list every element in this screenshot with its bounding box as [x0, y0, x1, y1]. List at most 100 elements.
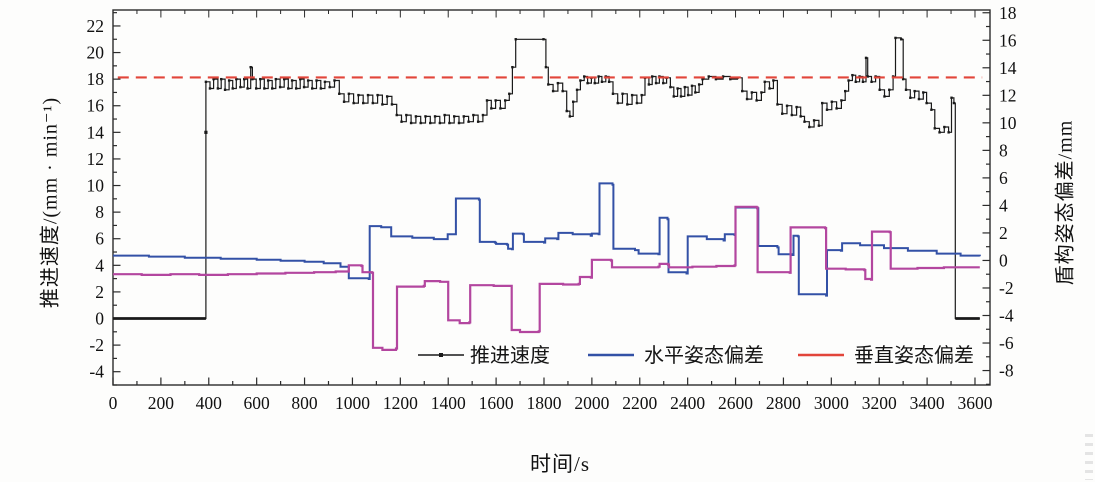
data-marker: [763, 80, 766, 84]
data-marker: [755, 99, 758, 102]
plot-frame: [112, 9, 991, 386]
data-marker: [583, 75, 586, 78]
series-line: [113, 182, 981, 297]
data-marker: [861, 80, 865, 84]
data-marker: [607, 80, 611, 84]
data-marker: [323, 80, 327, 84]
data-marker: [204, 130, 208, 134]
data-marker: [721, 75, 725, 78]
data-marker: [266, 79, 270, 82]
data-marker: [542, 38, 545, 41]
tick-label: 3600: [957, 393, 992, 413]
tick-label: 1000: [335, 393, 370, 413]
data-marker: [745, 97, 749, 101]
tick-label: 6: [95, 229, 104, 249]
data-marker: [551, 89, 555, 93]
legend-item-1: 推进速度: [418, 344, 550, 367]
data-marker: [808, 125, 811, 129]
data-marker: [672, 95, 675, 98]
data-marker: [259, 77, 262, 81]
data-marker: [600, 80, 604, 84]
tick-label: 2: [999, 223, 1008, 243]
tick-label: -2: [999, 278, 1014, 298]
data-marker: [854, 80, 857, 84]
data-marker: [925, 101, 928, 105]
data-marker: [781, 112, 784, 115]
data-marker: [511, 65, 514, 69]
legend: 推进速度 水平姿态偏差 垂直姿态偏差: [418, 344, 974, 367]
data-marker: [419, 121, 422, 125]
data-marker: [817, 124, 821, 127]
data-marker: [302, 85, 306, 89]
tick-label: 12: [999, 85, 1017, 105]
data-marker: [701, 77, 704, 81]
tick-label: 2: [95, 282, 104, 302]
legend-label: 水平姿态偏差: [644, 344, 764, 367]
tick-label: 18: [87, 69, 105, 89]
data-marker: [504, 99, 507, 102]
tick-label: 1200: [383, 393, 418, 413]
data-marker: [294, 87, 298, 90]
data-marker: [741, 89, 744, 93]
data-marker: [414, 115, 418, 118]
data-marker: [231, 87, 234, 90]
data-marker: [338, 92, 341, 95]
data-marker: [714, 77, 718, 81]
data-marker: [904, 88, 908, 91]
data-marker: [481, 113, 485, 117]
data-marker: [472, 113, 475, 117]
data-marker: [821, 101, 824, 105]
data-marker: [866, 75, 869, 78]
data-marker: [494, 99, 497, 102]
data-marker: [565, 109, 568, 113]
data-marker: [776, 103, 779, 106]
data-marker: [438, 121, 442, 125]
data-marker: [593, 81, 596, 85]
axis-tick-labels: 0 200 400 600 800 1000 1200 1400 1600 1800 2000 220…: [87, 3, 1017, 413]
data-marker: [572, 100, 575, 103]
series-水平姿态偏差: [113, 182, 981, 297]
data-marker: [683, 85, 686, 89]
tick-label: 1600: [479, 393, 514, 413]
x-axis-label: 时间/s: [529, 452, 590, 476]
data-marker: [830, 100, 833, 103]
data-marker: [376, 93, 379, 97]
data-marker: [319, 87, 323, 90]
data-marker: [812, 119, 816, 122]
data-marker: [760, 91, 763, 94]
series-line: [113, 205, 980, 351]
data-marker: [933, 127, 936, 130]
tick-label: 16: [999, 30, 1017, 50]
tick-label: 10: [87, 176, 105, 196]
data-marker: [679, 95, 683, 98]
data-marker: [597, 75, 600, 78]
data-marker: [851, 73, 854, 77]
data-marker: [467, 120, 470, 123]
data-marker: [888, 88, 891, 91]
data-marker: [357, 93, 360, 97]
data-marker: [499, 107, 502, 110]
data-marker: [362, 101, 365, 105]
data-marker: [844, 89, 847, 93]
tick-label: 3000: [814, 393, 849, 413]
tick-label: 16: [87, 96, 105, 116]
data-marker: [290, 79, 294, 82]
data-marker: [271, 87, 274, 90]
tick-label: 2200: [622, 393, 657, 413]
scan-edge-artifact: [1085, 434, 1093, 480]
data-marker: [870, 80, 873, 84]
data-marker: [662, 81, 665, 85]
data-marker: [894, 36, 897, 40]
data-marker: [586, 81, 589, 85]
tick-label: 6: [999, 168, 1008, 188]
tick-label: 20: [87, 43, 105, 63]
data-marker: [847, 79, 850, 82]
tick-label: 1800: [526, 393, 561, 413]
data-marker: [900, 38, 903, 41]
tick-label: 4: [95, 255, 104, 275]
data-marker: [676, 87, 679, 90]
tick-label: 14: [999, 58, 1017, 78]
data-marker: [864, 56, 868, 60]
data-marker: [243, 77, 246, 81]
